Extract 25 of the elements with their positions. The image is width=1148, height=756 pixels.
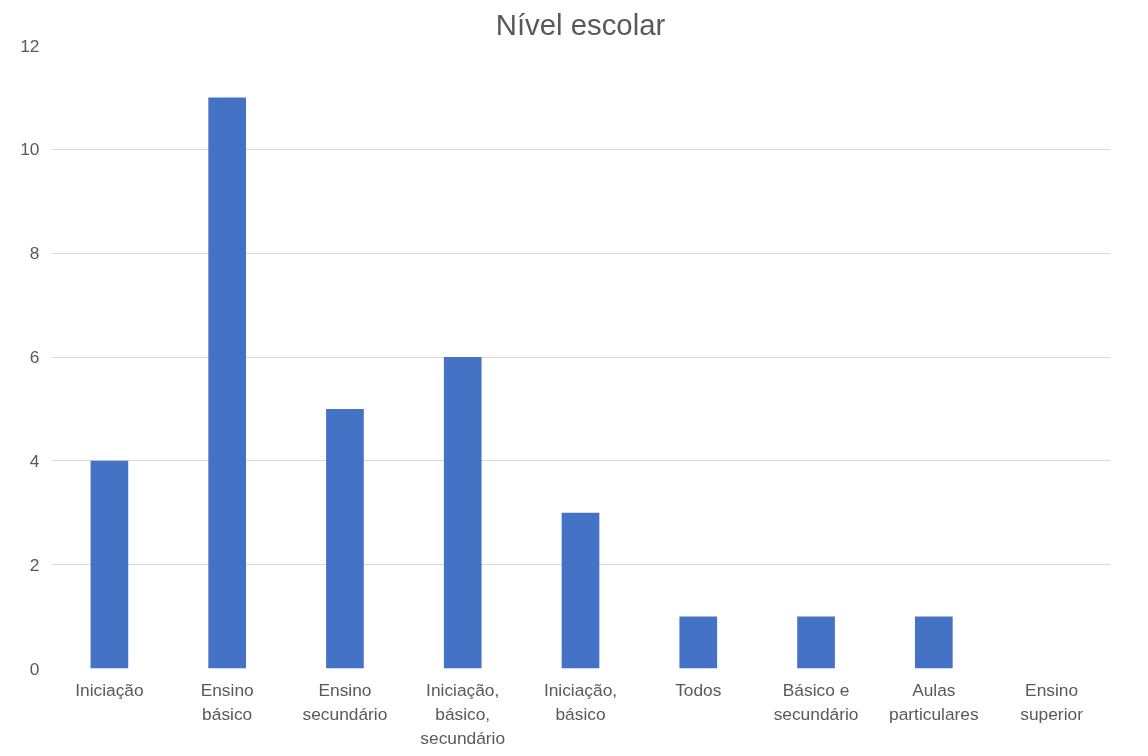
chart-title: Nível escolar xyxy=(495,7,666,41)
bar xyxy=(797,616,835,669)
bar xyxy=(679,616,718,669)
x-tick-label: Ensino secundário xyxy=(302,679,388,724)
x-tick-label: Todos xyxy=(675,679,722,700)
x-tick-label: Aulas particulares xyxy=(889,679,979,724)
y-tick-label: 6 xyxy=(29,347,40,367)
x-tick-label: Ensino superior xyxy=(1020,679,1084,724)
y-tick-label: 12 xyxy=(20,35,40,56)
bar xyxy=(326,408,364,669)
x-tick-label: Iniciação xyxy=(75,679,144,700)
bar xyxy=(914,616,953,669)
bar xyxy=(561,512,600,669)
x-tick-label: Iniciação, básico xyxy=(543,679,618,724)
bar xyxy=(90,460,129,669)
y-tick-label: 2 xyxy=(29,554,40,575)
bar xyxy=(443,357,482,669)
x-tick-label: Iniciação, básico, secundário xyxy=(420,679,506,748)
x-tick-label: Ensino básico xyxy=(200,679,254,724)
y-tick-label: 0 xyxy=(29,658,40,679)
bar xyxy=(208,97,247,669)
y-tick-label: 8 xyxy=(29,243,40,264)
x-tick-label: Básico e secundário xyxy=(773,679,859,724)
y-tick-label: 4 xyxy=(29,450,40,471)
y-tick-label: 10 xyxy=(20,139,40,160)
